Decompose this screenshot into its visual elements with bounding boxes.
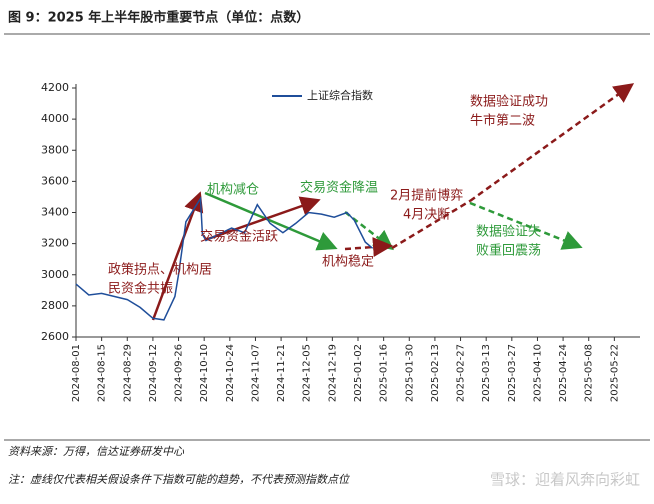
y-tick-label: 2800 — [41, 299, 69, 312]
annotation: 2月提前博弈 — [390, 188, 463, 204]
annotation: 败重回震荡 — [476, 243, 541, 259]
index-line — [75, 196, 374, 321]
x-tick-label: 2024-09-26 — [174, 344, 185, 402]
legend-label: 上证综合指数 — [307, 88, 373, 102]
annotation: 数据验证成功 — [470, 94, 548, 110]
annotation: 交易资金降温 — [300, 180, 378, 196]
arrow — [344, 237, 393, 258]
x-tick-label: 2024-12-05 — [302, 344, 313, 402]
y-tick-label: 3200 — [41, 237, 69, 250]
x-tick-label: 2024-08-15 — [97, 344, 108, 402]
x-tick-label: 2024-08-01 — [71, 344, 82, 402]
x-tick-label: 2025-04-24 — [558, 344, 569, 402]
arrows — [151, 83, 635, 321]
annotation: 数据验证失 — [476, 224, 541, 240]
watermark: 雪球：迎着风奔向彩虹 — [490, 471, 640, 489]
y-tick-label: 3600 — [41, 174, 69, 187]
x-tick-label: 2025-03-27 — [507, 344, 518, 402]
arrow — [391, 199, 471, 250]
x-tick-label: 2024-10-10 — [199, 344, 210, 402]
annotation: 政策拐点、机构居 — [108, 262, 212, 278]
x-tick-label: 2024-11-07 — [250, 344, 261, 402]
x-tick-label: 2024-12-19 — [327, 344, 338, 402]
x-tick-label: 2025-01-30 — [404, 344, 415, 402]
x-tick-label: 2025-01-16 — [379, 344, 390, 402]
arrow — [204, 196, 321, 242]
note: 注：虚线仅代表相关假设条件下指数可能的趋势，不代表预测指数点位 — [8, 473, 350, 486]
y-tick-label: 4200 — [41, 81, 69, 94]
y-tick-label: 4000 — [41, 112, 69, 125]
y-tick-label: 3400 — [41, 206, 69, 219]
annotation: 交易资金活跃 — [200, 229, 278, 245]
x-tick-label: 2025-01-02 — [353, 344, 364, 402]
source: 资料来源：万得，信达证券研发中心 — [8, 445, 185, 458]
x-tick-label: 2024-10-24 — [225, 344, 236, 402]
x-tick-label: 2024-09-12 — [148, 344, 159, 402]
y-tick-label: 3000 — [41, 268, 69, 281]
x-tick-label: 2024-11-21 — [276, 344, 287, 402]
x-tick-label: 2024-08-29 — [122, 344, 133, 402]
annotation: 机构稳定 — [322, 254, 374, 270]
arrow — [151, 191, 204, 321]
chart-title: 图 9：2025 年上半年股市重要节点（单位：点数） — [8, 10, 309, 26]
y-tick-label: 2600 — [41, 330, 69, 343]
x-tick-label: 2025-04-10 — [532, 344, 543, 402]
annotation: 牛市第二波 — [470, 113, 535, 129]
x-tick-label: 2025-02-13 — [430, 344, 441, 402]
x-tick-label: 2025-05-08 — [584, 344, 595, 402]
arrow — [204, 191, 338, 251]
annotation: 机构减仓 — [207, 183, 259, 198]
annotation: 民资金共振 — [108, 281, 173, 297]
arrow — [469, 83, 635, 203]
x-tick-label: 2025-05-22 — [609, 344, 620, 402]
x-tick-label: 2025-02-27 — [456, 344, 467, 402]
y-tick-label: 3800 — [41, 143, 69, 156]
annotation: 4月决断 — [403, 208, 450, 223]
x-tick-label: 2025-03-13 — [481, 344, 492, 402]
